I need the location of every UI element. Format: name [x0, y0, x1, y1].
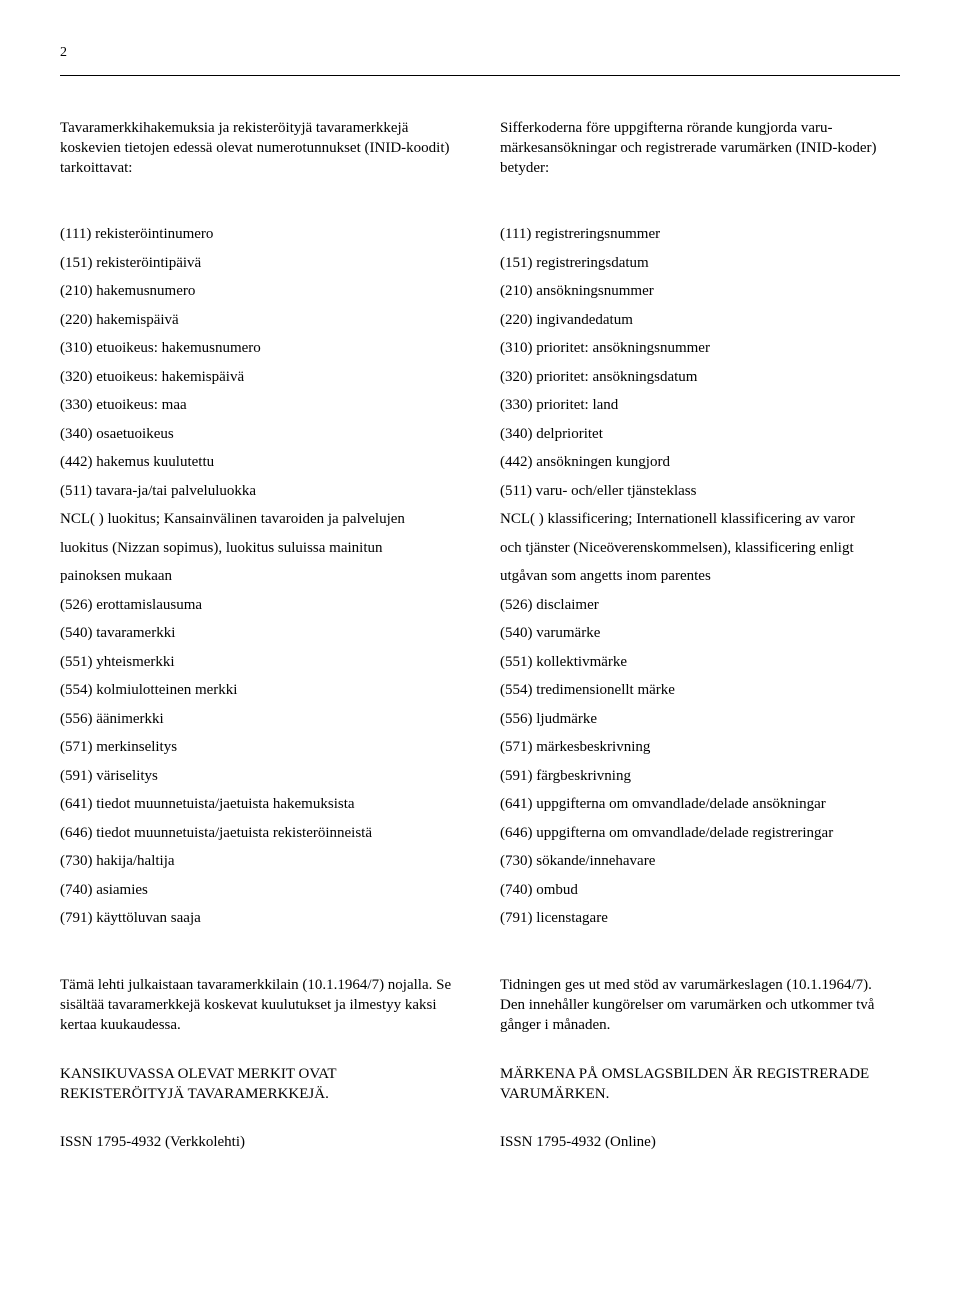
footer-left-issn: ISSN 1795-4932 (Verkkolehti) — [60, 1132, 460, 1152]
code-list-item: (442) hakemus kuulutettu — [60, 448, 460, 477]
code-list-item: (151) rekisteröintipäivä — [60, 249, 460, 278]
footer-left: Tämä lehti julkaistaan tavaramerkkilain … — [60, 975, 460, 1153]
code-list-item: (791) käyttöluvan saaja — [60, 904, 460, 933]
code-list-left: (111) rekisteröintinumero(151) rekisterö… — [60, 220, 460, 933]
intro-right: Sifferkoderna före uppgifterna rörande k… — [500, 118, 900, 179]
code-list-item: (791) licenstagare — [500, 904, 900, 933]
code-list-item: (571) märkesbeskrivning — [500, 733, 900, 762]
code-list-item: (340) delprioritet — [500, 420, 900, 449]
code-list-item: (330) prioritet: land — [500, 391, 900, 420]
code-list-item: (646) tiedot muunnetuista/jaetuista reki… — [60, 819, 460, 848]
footer-right-p1: Tidningen ges ut med stöd av varumärkesl… — [500, 975, 900, 1036]
code-list-item: (646) uppgifterna om omvandlade/delade r… — [500, 819, 900, 848]
code-list-item: (310) etuoikeus: hakemusnumero — [60, 334, 460, 363]
code-list-item: (740) asiamies — [60, 876, 460, 905]
code-list-item: (220) ingivandedatum — [500, 306, 900, 335]
horizontal-rule — [60, 75, 900, 76]
code-list-item: (551) kollektivmärke — [500, 648, 900, 677]
intro-row: Tavaramerkkihakemuksia ja rekisteröityjä… — [60, 118, 900, 179]
code-list-item: (511) tavara-ja/tai palveluluokka — [60, 477, 460, 506]
page-number: 2 — [60, 40, 900, 67]
code-list-item: (526) erottamislausuma — [60, 591, 460, 620]
code-list-item: (540) varumärke — [500, 619, 900, 648]
code-list-item: luokitus (Nizzan sopimus), luokitus sulu… — [60, 534, 460, 563]
code-list-item: (641) tiedot muunnetuista/jaetuista hake… — [60, 790, 460, 819]
code-list-item: och tjänster (Niceöverenskommelsen), kla… — [500, 534, 900, 563]
code-list-item: (730) sökande/innehavare — [500, 847, 900, 876]
code-list-item: (340) osaetuoikeus — [60, 420, 460, 449]
footer-right-p2: MÄRKENA PÅ OMSLAGSBILDEN ÄR REGISTRERADE… — [500, 1064, 900, 1105]
code-list-item: NCL( ) klassificering; Internationell kl… — [500, 505, 900, 534]
code-list-item: (554) tredimensionellt märke — [500, 676, 900, 705]
footer-left-p2: KANSIKUVASSA OLEVAT MERKIT OVAT REKISTER… — [60, 1064, 460, 1105]
code-list-item: (591) väriselitys — [60, 762, 460, 791]
code-list-item: painoksen mukaan — [60, 562, 460, 591]
code-list-item: (320) etuoikeus: hakemispäivä — [60, 363, 460, 392]
code-list-item: (540) tavaramerkki — [60, 619, 460, 648]
intro-left: Tavaramerkkihakemuksia ja rekisteröityjä… — [60, 118, 460, 179]
code-list-item: (740) ombud — [500, 876, 900, 905]
code-list-item: NCL( ) luokitus; Kansainvälinen tavaroid… — [60, 505, 460, 534]
code-list-item: (554) kolmiulotteinen merkki — [60, 676, 460, 705]
code-list-item: (330) etuoikeus: maa — [60, 391, 460, 420]
code-list-item: (571) merkinselitys — [60, 733, 460, 762]
code-list-item: (210) hakemusnumero — [60, 277, 460, 306]
code-list-item: (556) äänimerkki — [60, 705, 460, 734]
code-list-item: (111) registreringsnummer — [500, 220, 900, 249]
code-list-item: (442) ansökningen kungjord — [500, 448, 900, 477]
code-list-row: (111) rekisteröintinumero(151) rekisterö… — [60, 220, 900, 933]
code-list-item: (551) yhteismerkki — [60, 648, 460, 677]
code-list-item: (641) uppgifterna om omvandlade/delade a… — [500, 790, 900, 819]
code-list-item: (730) hakija/haltija — [60, 847, 460, 876]
code-list-item: (111) rekisteröintinumero — [60, 220, 460, 249]
footer-row: Tämä lehti julkaistaan tavaramerkkilain … — [60, 975, 900, 1153]
code-list-item: (220) hakemispäivä — [60, 306, 460, 335]
code-list-item: (310) prioritet: ansökningsnummer — [500, 334, 900, 363]
footer-right: Tidningen ges ut med stöd av varumärkesl… — [500, 975, 900, 1153]
code-list-item: (511) varu- och/eller tjänsteklass — [500, 477, 900, 506]
code-list-item: (151) registreringsdatum — [500, 249, 900, 278]
code-list-item: (320) prioritet: ansökningsdatum — [500, 363, 900, 392]
footer-left-p1: Tämä lehti julkaistaan tavaramerkkilain … — [60, 975, 460, 1036]
code-list-item: (210) ansökningsnummer — [500, 277, 900, 306]
footer-right-issn: ISSN 1795-4932 (Online) — [500, 1132, 900, 1152]
code-list-item: (526) disclaimer — [500, 591, 900, 620]
code-list-item: (556) ljudmärke — [500, 705, 900, 734]
code-list-item: utgåvan som angetts inom parentes — [500, 562, 900, 591]
code-list-item: (591) färgbeskrivning — [500, 762, 900, 791]
code-list-right: (111) registreringsnummer(151) registrer… — [500, 220, 900, 933]
